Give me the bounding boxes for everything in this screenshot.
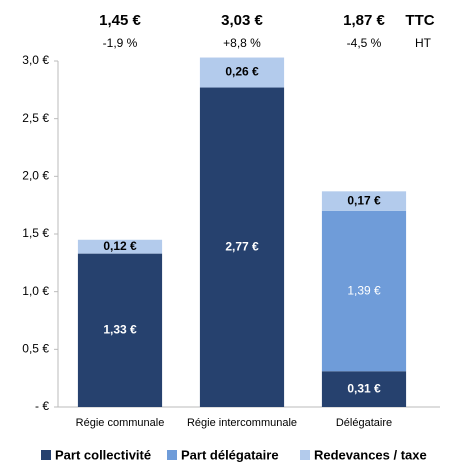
value-label: 1,33 € xyxy=(103,322,137,336)
total-label: 1,87 € xyxy=(343,12,385,29)
legend-swatch xyxy=(41,450,51,460)
y-tick-label: 2,0 € xyxy=(22,169,49,183)
y-tick-label: 1,5 € xyxy=(22,226,49,240)
bar-segment xyxy=(321,371,407,407)
bar-segment xyxy=(199,87,285,407)
bar-segment xyxy=(321,210,407,372)
totals-label: TTC xyxy=(405,12,434,29)
value-label: 0,26 € xyxy=(225,65,259,79)
change-label: +8,8 % xyxy=(223,36,261,50)
legend-swatch xyxy=(300,450,310,460)
change-label: -1,9 % xyxy=(103,36,138,50)
x-tick-label: Régie communale xyxy=(76,417,165,429)
bar-segment xyxy=(77,253,163,407)
x-tick-label: Délégataire xyxy=(336,417,392,429)
changes-label: HT xyxy=(415,36,432,50)
bar-segment xyxy=(199,57,285,88)
total-label: 3,03 € xyxy=(221,12,263,29)
value-label: 1,39 € xyxy=(347,283,381,297)
legend-swatch xyxy=(167,450,177,460)
legend-label: Redevances / taxe xyxy=(314,447,427,462)
total-label: 1,45 € xyxy=(99,12,141,29)
legend-label: Part collectivité xyxy=(55,447,151,462)
value-label: 0,31 € xyxy=(347,381,381,395)
value-label: 2,77 € xyxy=(225,239,259,253)
y-tick-label: 1,0 € xyxy=(22,284,49,298)
value-label: 0,12 € xyxy=(103,239,137,253)
y-tick-label: - € xyxy=(35,399,49,413)
bar-segment xyxy=(321,191,407,211)
value-label: 0,17 € xyxy=(347,193,381,207)
y-tick-label: 3,0 € xyxy=(22,53,49,67)
y-tick-label: 0,5 € xyxy=(22,342,49,356)
change-label: -4,5 % xyxy=(347,36,382,50)
x-tick-label: Régie intercommunale xyxy=(187,417,297,429)
y-tick-label: 2,5 € xyxy=(22,111,49,125)
legend-label: Part délégataire xyxy=(181,447,279,462)
bar-segment xyxy=(77,239,163,254)
